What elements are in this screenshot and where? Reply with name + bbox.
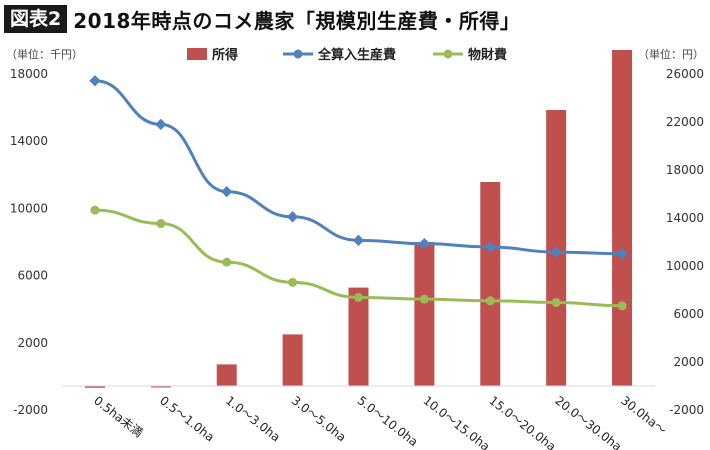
point-total-cost bbox=[352, 234, 365, 246]
x-tick-label: 0.5ha未満 bbox=[91, 393, 145, 440]
point-material-cost bbox=[222, 257, 232, 267]
left-tick-label: -2000 bbox=[13, 403, 48, 417]
legend-marker-total-cost bbox=[293, 49, 303, 59]
legend-label-total-cost: 全算入生産費 bbox=[317, 47, 396, 63]
bar-income bbox=[216, 364, 237, 386]
right-tick-label: 22000 bbox=[666, 115, 704, 129]
line-total-cost bbox=[94, 79, 623, 256]
bar-income bbox=[84, 386, 105, 388]
right-tick-label: -2000 bbox=[669, 403, 704, 417]
point-material-cost bbox=[354, 292, 363, 302]
x-tick-label: 0.5～1.0ha bbox=[157, 393, 217, 444]
x-axis: 0.5ha未満 0.5～1.0ha 1.0～3.0ha 3.0～5.0ha 5.0～10… bbox=[62, 385, 669, 450]
bar-income bbox=[612, 50, 633, 386]
point-total-cost bbox=[89, 75, 101, 87]
bar-income bbox=[150, 386, 171, 388]
bar-income bbox=[348, 287, 369, 386]
point-material-cost bbox=[288, 277, 298, 287]
point-material-cost bbox=[551, 297, 561, 307]
right-tick-label: 2000 bbox=[673, 355, 704, 369]
point-material-cost bbox=[617, 301, 627, 311]
right-tick-label: 6000 bbox=[673, 307, 704, 321]
income-bars bbox=[84, 50, 633, 388]
line-material-cost bbox=[94, 208, 623, 308]
legend-swatch-income bbox=[187, 48, 207, 60]
point-total-cost bbox=[484, 241, 496, 253]
legend-label-income: 所得 bbox=[212, 47, 238, 63]
point-total-cost bbox=[418, 238, 431, 250]
point-material-cost bbox=[419, 294, 429, 304]
legend: 所得 全算入生産費 物財費 bbox=[187, 47, 507, 63]
x-tick-label: 10.0～15.0ha bbox=[421, 393, 493, 450]
right-tick-label: 18000 bbox=[666, 163, 704, 177]
legend-label-material-cost: 物財費 bbox=[468, 47, 507, 63]
point-total-cost bbox=[221, 185, 233, 198]
left-axis: -2000 2000 6000 10000 14000 18000 bbox=[10, 67, 48, 417]
point-material-cost bbox=[90, 205, 100, 215]
x-tick-label: 30.0ha～ bbox=[618, 393, 669, 437]
right-axis-unit: （単位：円） bbox=[638, 47, 704, 61]
x-tick-label: 15.0～20.0ha bbox=[486, 393, 558, 450]
bar-income bbox=[282, 334, 303, 386]
figure-badge: 図表2 bbox=[4, 5, 68, 33]
right-axis: -2000 2000 6000 10000 14000 18000 22000 26000 bbox=[666, 67, 704, 417]
point-material-cost bbox=[485, 296, 495, 306]
legend-marker-material-cost bbox=[443, 49, 453, 59]
left-tick-label: 10000 bbox=[10, 201, 48, 215]
point-material-cost bbox=[156, 219, 166, 229]
right-tick-label: 26000 bbox=[666, 67, 704, 81]
left-tick-label: 6000 bbox=[17, 269, 48, 283]
point-total-cost bbox=[286, 211, 299, 223]
left-axis-unit: （単位：千円） bbox=[6, 47, 83, 61]
figure-header: 図表2 2018年時点のコメ農家「規模別生産費・所得」 bbox=[4, 4, 520, 34]
left-tick-label: 18000 bbox=[10, 67, 48, 81]
left-tick-label: 2000 bbox=[17, 336, 48, 350]
left-tick-label: 14000 bbox=[10, 134, 48, 148]
right-tick-label: 10000 bbox=[666, 259, 704, 273]
x-tick-label: 20.0～30.0ha bbox=[552, 393, 624, 450]
x-tick-label: 3.0～5.0ha bbox=[289, 393, 349, 444]
x-tick-label: 5.0～10.0ha bbox=[355, 393, 421, 449]
point-total-cost bbox=[550, 246, 562, 258]
point-total-cost bbox=[616, 248, 628, 260]
x-tick-label: 1.0～3.0ha bbox=[223, 393, 283, 444]
bar-income bbox=[480, 182, 501, 386]
chart-title: 2018年時点のコメ農家「規模別生産費・所得」 bbox=[73, 8, 521, 33]
point-total-cost bbox=[155, 118, 167, 131]
right-tick-label: 14000 bbox=[666, 211, 704, 225]
bar-income bbox=[414, 242, 435, 386]
